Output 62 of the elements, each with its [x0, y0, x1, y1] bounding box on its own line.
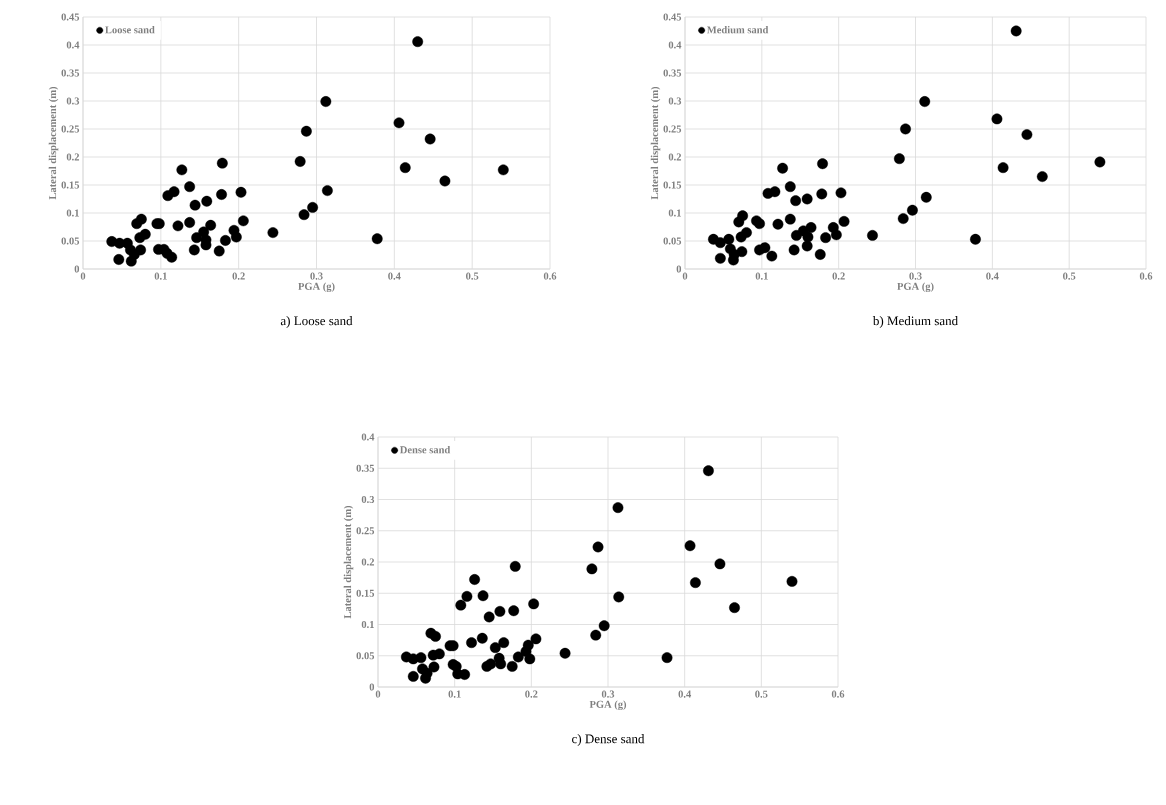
y-axis-title: Lateral displacement (m) — [48, 86, 59, 200]
x-axis-title: PGA (g) — [298, 282, 335, 293]
y-tick-label: 0.1 — [361, 620, 374, 629]
x-tick-label: 0.2 — [832, 272, 845, 280]
y-tick-label: 0.15 — [356, 589, 375, 597]
y-tick-label: 0.2 — [668, 153, 682, 161]
legend-label: Medium sand — [706, 25, 769, 34]
y-tick-label: 0.25 — [356, 527, 375, 535]
x-tick-label: 0.5 — [466, 272, 479, 280]
x-tick-label: 0.4 — [388, 272, 401, 280]
y-tick-label: 0.45 — [663, 13, 682, 21]
x-tick-label: 0.4 — [986, 272, 999, 280]
y-tick-label: 0.35 — [61, 69, 80, 77]
y-tick-label: 0.25 — [61, 125, 80, 133]
y-tick-label: 0.4 — [66, 41, 80, 49]
y-tick-label: 0.1 — [66, 209, 79, 217]
y-tick-label: 0.25 — [663, 125, 682, 133]
y-tick-label: 0.3 — [361, 495, 375, 504]
x-tick-label: 0 — [80, 272, 86, 280]
y-tick-label: 0.15 — [61, 181, 80, 189]
x-tick-label: 0.4 — [678, 690, 692, 698]
y-tick-label: 0.3 — [66, 97, 80, 105]
x-tick-label: 0.5 — [755, 690, 768, 698]
x-tick-label: 0 — [682, 272, 688, 280]
legend-label: Dense sand — [399, 445, 451, 454]
x-tick-label: 0.1 — [755, 272, 768, 280]
x-tick-label: 0.3 — [310, 272, 323, 280]
y-tick-label: 0.4 — [361, 433, 375, 441]
y-tick-label: 0.35 — [356, 464, 375, 472]
x-tick-label: 0.1 — [154, 272, 167, 280]
y-tick-label: 0.05 — [356, 652, 375, 660]
text: a) Loose sand — [280, 316, 353, 328]
legend-label: Loose sand — [105, 25, 155, 34]
y-tick-label: 0.05 — [61, 237, 80, 245]
x-axis-title: PGA (g) — [897, 282, 934, 293]
y-tick-label: 0.15 — [663, 181, 682, 189]
x-tick-label: 0.6 — [543, 272, 557, 280]
text: c) Dense sand — [572, 734, 645, 746]
x-tick-label: 0.2 — [525, 690, 538, 698]
y-tick-label: 0.45 — [61, 13, 80, 21]
y-tick-label: 0.35 — [663, 69, 682, 77]
x-tick-label: 0.6 — [1139, 272, 1153, 280]
x-tick-label: 0.6 — [831, 690, 845, 698]
text: b) Medium sand — [872, 316, 958, 328]
y-tick-label: 0.2 — [66, 153, 80, 161]
y-tick-label: 0 — [676, 265, 682, 273]
x-tick-label: 0.1 — [448, 690, 461, 698]
y-tick-label: 0 — [74, 265, 80, 273]
y-axis-title: Lateral displacement (m) — [343, 505, 354, 619]
y-tick-label: 0.1 — [668, 209, 681, 217]
y-tick-label: 0.4 — [668, 41, 682, 49]
x-tick-label: 0.5 — [1063, 272, 1076, 280]
y-tick-label: 0.3 — [668, 97, 682, 105]
y-tick-label: 0.2 — [361, 558, 375, 566]
y-axis-title: Lateral displacement (m) — [650, 86, 661, 200]
x-tick-label: 0.2 — [232, 272, 245, 280]
x-axis-title: PGA (g) — [589, 700, 627, 711]
x-tick-label: 0.3 — [909, 272, 922, 280]
x-tick-label: 0.3 — [601, 690, 615, 698]
y-tick-label: 0 — [369, 683, 375, 691]
x-tick-label: 0 — [375, 690, 381, 698]
y-tick-label: 0.05 — [663, 237, 682, 245]
